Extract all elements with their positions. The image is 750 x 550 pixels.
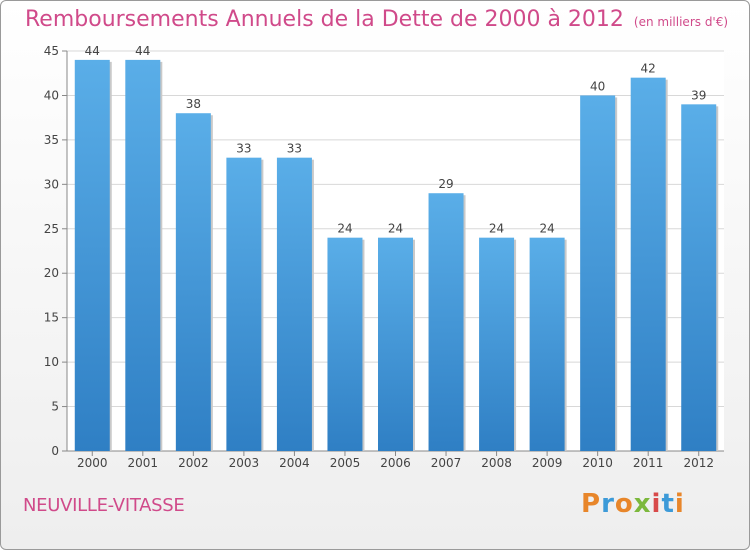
y-tick-label: 30 — [44, 177, 59, 191]
bar-value-label: 44 — [85, 44, 100, 58]
bar-value-label: 38 — [186, 97, 201, 111]
bar — [74, 59, 110, 452]
x-tick-label: 2003 — [229, 456, 260, 470]
y-tick-label: 40 — [44, 88, 59, 102]
bar-value-label: 39 — [691, 88, 706, 102]
logo-letter: t — [661, 489, 675, 519]
logo-letter: i — [674, 489, 685, 519]
bar — [125, 59, 161, 452]
bar — [327, 237, 363, 451]
y-tick-label: 15 — [44, 311, 59, 325]
x-tick-label: 2004 — [279, 456, 310, 470]
x-tick-label: 2011 — [633, 456, 664, 470]
logo-letter: i — [651, 489, 662, 519]
x-tick-label: 2002 — [178, 456, 209, 470]
y-tick-label: 10 — [44, 355, 59, 369]
x-tick-label: 2005 — [330, 456, 361, 470]
bar — [226, 157, 262, 451]
bar-value-label: 24 — [388, 222, 403, 236]
logo-letter: x — [633, 489, 652, 519]
y-tick-label: 45 — [44, 44, 59, 58]
bar-value-label: 33 — [287, 142, 302, 156]
logo-letter: P — [581, 489, 602, 519]
x-tick-label: 2007 — [431, 456, 462, 470]
bar — [378, 237, 413, 451]
commune-name: NEUVILLE-VITASSE — [23, 495, 185, 516]
bar-value-label: 29 — [438, 177, 453, 191]
bar-value-label: 24 — [489, 222, 504, 236]
x-tick-label: 2006 — [380, 456, 411, 470]
chart-title-text: Remboursements Annuels de la Dette de 20… — [25, 7, 624, 32]
x-tick-label: 2009 — [532, 456, 563, 470]
bar — [681, 104, 717, 451]
unit-note: (en milliers d'€) — [633, 15, 729, 29]
bar — [529, 237, 565, 451]
bar-value-label: 24 — [337, 222, 352, 236]
bar-value-label: 44 — [135, 44, 150, 58]
y-tick-label: 35 — [44, 133, 59, 147]
bar-value-label: 42 — [641, 62, 656, 76]
bar — [276, 157, 312, 451]
bar-value-label: 33 — [236, 142, 251, 156]
chart-title: Remboursements Annuels de la Dette de 20… — [25, 7, 728, 32]
bar — [428, 193, 464, 451]
logo-letter: r — [601, 489, 615, 519]
x-tick-label: 2012 — [683, 456, 714, 470]
x-tick-label: 2008 — [481, 456, 512, 470]
x-tick-label: 2001 — [128, 456, 159, 470]
bar — [175, 113, 211, 451]
y-tick-label: 0 — [51, 444, 59, 458]
logo-letter: o — [614, 489, 634, 519]
x-tick-label: 2010 — [582, 456, 613, 470]
y-tick-label: 20 — [44, 266, 59, 280]
y-tick-label: 5 — [51, 400, 59, 414]
bar — [479, 237, 515, 451]
bar-value-label: 40 — [590, 79, 605, 93]
proxiti-logo: Proxiti — [581, 489, 685, 519]
bar-value-label: 24 — [539, 222, 554, 236]
bar — [630, 77, 666, 452]
y-tick-label: 25 — [44, 222, 59, 236]
x-tick-label: 2000 — [77, 456, 108, 470]
bar — [580, 95, 616, 451]
bar-chart: 0 5 10 15 20 25 30 35 40 45 44 2000 44 2001 38 2002 33 20… — [44, 44, 724, 470]
